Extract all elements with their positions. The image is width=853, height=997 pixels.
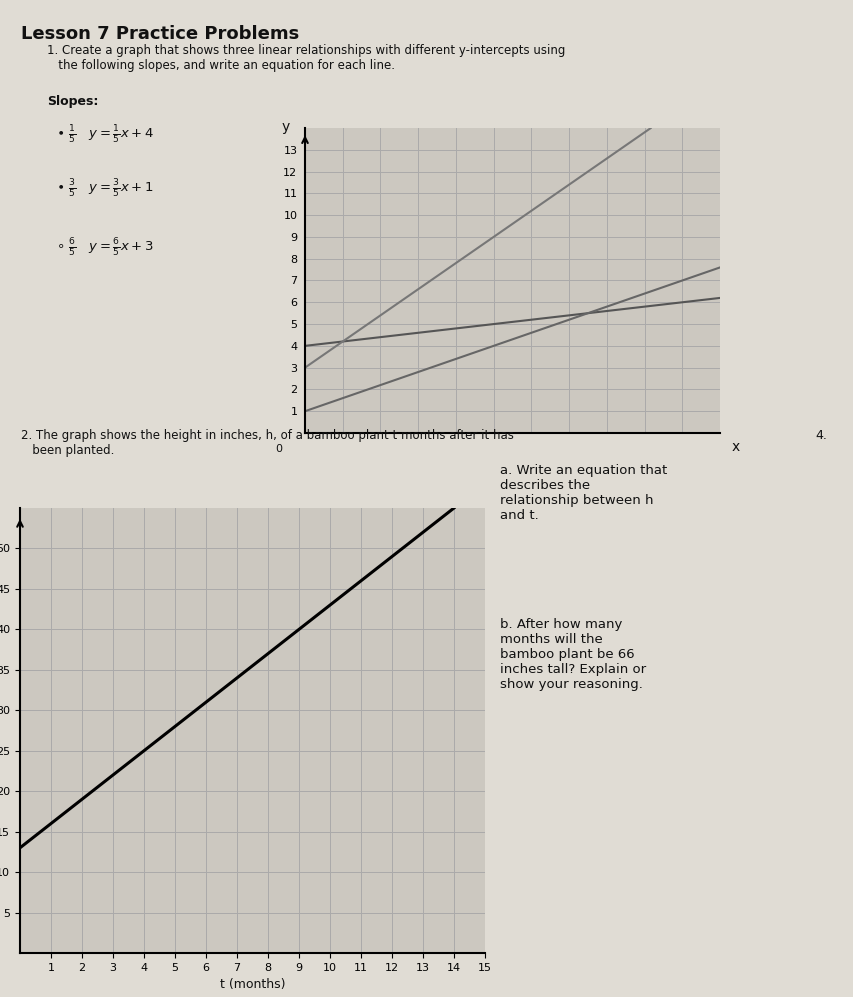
Text: Lesson 7 Practice Problems: Lesson 7 Practice Problems xyxy=(21,25,299,43)
Text: $\circ$ $\frac{6}{5}$   $y = \frac{6}{5}x+3$: $\circ$ $\frac{6}{5}$ $y = \frac{6}{5}x+… xyxy=(55,237,154,259)
X-axis label: t (months): t (months) xyxy=(219,978,285,991)
Text: 0: 0 xyxy=(275,444,282,454)
Text: 1. Create a graph that shows three linear relationships with different y-interce: 1. Create a graph that shows three linea… xyxy=(47,44,565,72)
Text: b. After how many
months will the
bamboo plant be 66
inches tall? Explain or
sho: b. After how many months will the bamboo… xyxy=(499,618,645,691)
Text: x: x xyxy=(730,440,739,454)
Text: $\bullet$ $\frac{3}{5}$   $y = \frac{3}{5}x+1$: $\bullet$ $\frac{3}{5}$ $y = \frac{3}{5}… xyxy=(55,177,153,199)
Text: y: y xyxy=(281,121,290,135)
Text: a. Write an equation that
describes the
relationship between h
and t.: a. Write an equation that describes the … xyxy=(499,464,666,521)
Text: 4.: 4. xyxy=(815,429,827,442)
Text: 2. The graph shows the height in inches, h, of a bamboo plant t months after it : 2. The graph shows the height in inches,… xyxy=(21,429,514,457)
Text: Slopes:: Slopes: xyxy=(47,95,98,108)
Text: $\bullet$ $\frac{1}{5}$   $y = \frac{1}{5}x+4$: $\bullet$ $\frac{1}{5}$ $y = \frac{1}{5}… xyxy=(55,124,154,146)
